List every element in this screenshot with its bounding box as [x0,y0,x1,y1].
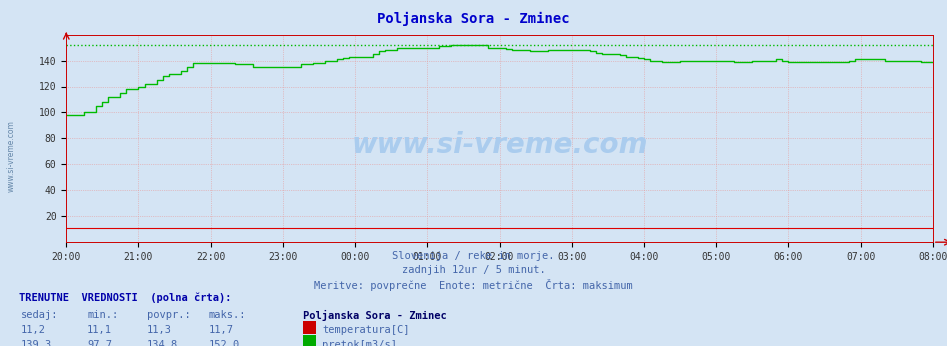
Text: zadnjih 12ur / 5 minut.: zadnjih 12ur / 5 minut. [402,265,545,275]
Text: 11,1: 11,1 [87,325,112,335]
Text: min.:: min.: [87,310,118,320]
Text: 134,8: 134,8 [147,340,178,346]
Text: www.si-vreme.com: www.si-vreme.com [7,120,16,192]
Text: 152,0: 152,0 [208,340,240,346]
Text: maks.:: maks.: [208,310,246,320]
Text: Meritve: povprečne  Enote: metrične  Črta: maksimum: Meritve: povprečne Enote: metrične Črta:… [314,279,633,291]
Text: 11,2: 11,2 [21,325,45,335]
Text: TRENUTNE  VREDNOSTI  (polna črta):: TRENUTNE VREDNOSTI (polna črta): [19,292,231,303]
Text: 11,3: 11,3 [147,325,171,335]
Text: Poljanska Sora - Zminec: Poljanska Sora - Zminec [377,12,570,26]
Text: sedaj:: sedaj: [21,310,59,320]
Text: www.si-vreme.com: www.si-vreme.com [351,131,648,158]
Text: 97,7: 97,7 [87,340,112,346]
Text: povpr.:: povpr.: [147,310,190,320]
Text: pretok[m3/s]: pretok[m3/s] [322,340,397,346]
Text: Poljanska Sora - Zminec: Poljanska Sora - Zminec [303,310,447,321]
Text: 139,3: 139,3 [21,340,52,346]
Text: temperatura[C]: temperatura[C] [322,325,409,335]
Text: 11,7: 11,7 [208,325,233,335]
Text: Slovenija / reke in morje.: Slovenija / reke in morje. [392,251,555,261]
